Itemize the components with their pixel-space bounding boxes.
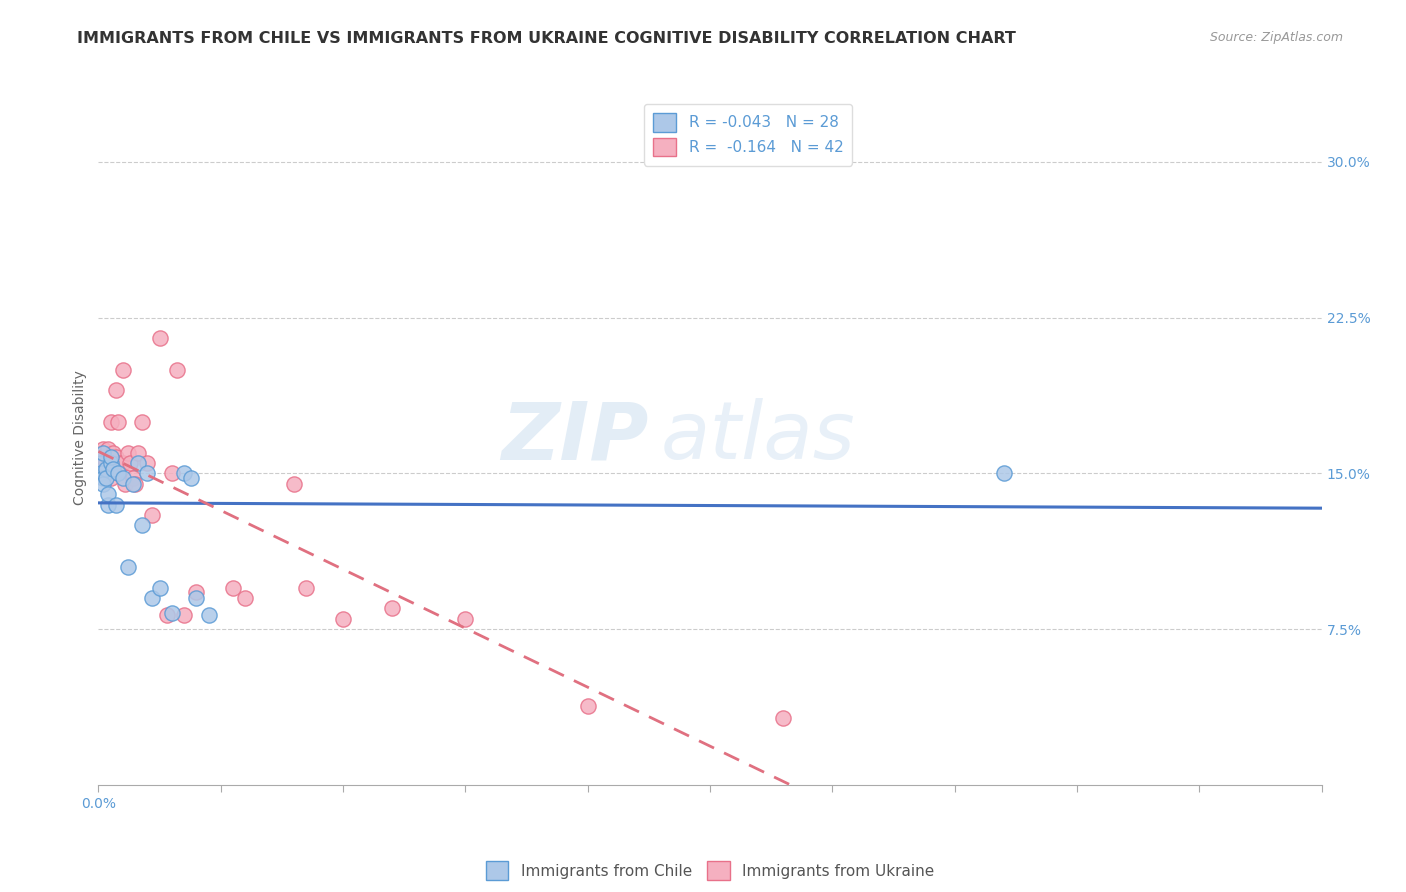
Point — [149, 331, 172, 345]
Point — [100, 470, 122, 484]
Point — [381, 601, 404, 615]
Point — [101, 445, 124, 459]
Point — [101, 462, 124, 476]
Point — [295, 581, 318, 595]
Point — [94, 462, 117, 476]
Point — [121, 476, 143, 491]
Point — [124, 476, 146, 491]
Point — [186, 591, 208, 605]
Text: IMMIGRANTS FROM CHILE VS IMMIGRANTS FROM UKRAINE COGNITIVE DISABILITY CORRELATIO: IMMIGRANTS FROM CHILE VS IMMIGRANTS FROM… — [77, 31, 1017, 46]
Point — [97, 442, 120, 456]
Point — [160, 606, 183, 620]
Point — [100, 450, 122, 464]
Point — [173, 607, 195, 622]
Point — [222, 581, 245, 595]
Point — [104, 498, 127, 512]
Point — [94, 462, 117, 476]
Point — [104, 384, 127, 398]
Point — [100, 415, 122, 429]
Point — [97, 498, 120, 512]
Point — [90, 456, 112, 470]
Point — [131, 518, 153, 533]
Point — [149, 581, 172, 595]
Point — [156, 607, 179, 622]
Point — [101, 456, 124, 470]
Y-axis label: Cognitive Disability: Cognitive Disability — [73, 369, 87, 505]
Point — [131, 415, 153, 429]
Point — [332, 612, 354, 626]
Point — [94, 470, 117, 484]
Point — [90, 467, 112, 481]
Point — [127, 456, 149, 470]
Legend: Immigrants from Chile, Immigrants from Ukraine: Immigrants from Chile, Immigrants from U… — [479, 855, 941, 886]
Point — [233, 591, 256, 605]
Point — [100, 456, 122, 470]
Point — [141, 508, 163, 522]
Point — [114, 476, 136, 491]
Point — [173, 467, 195, 481]
Point — [127, 445, 149, 459]
Point — [91, 445, 114, 459]
Text: Source: ZipAtlas.com: Source: ZipAtlas.com — [1209, 31, 1343, 45]
Point — [141, 591, 163, 605]
Point — [111, 456, 134, 470]
Point — [136, 456, 159, 470]
Point — [107, 467, 129, 481]
Point — [107, 415, 129, 429]
Point — [117, 445, 139, 459]
Point — [993, 467, 1015, 481]
Point — [91, 476, 114, 491]
Text: ZIP: ZIP — [502, 398, 648, 476]
Text: atlas: atlas — [661, 398, 856, 476]
Point — [180, 470, 202, 484]
Point — [120, 456, 142, 470]
Point — [110, 456, 132, 470]
Point — [454, 612, 477, 626]
Point — [91, 470, 114, 484]
Point — [772, 711, 794, 725]
Point — [94, 456, 117, 470]
Point — [160, 467, 183, 481]
Point — [117, 560, 139, 574]
Point — [186, 584, 208, 599]
Point — [104, 450, 127, 464]
Point — [91, 450, 114, 464]
Point — [90, 456, 112, 470]
Point — [107, 467, 129, 481]
Point — [111, 362, 134, 376]
Point — [283, 476, 305, 491]
Point — [166, 362, 188, 376]
Point — [97, 487, 120, 501]
Point — [136, 467, 159, 481]
Point — [111, 470, 134, 484]
Point — [121, 470, 143, 484]
Point — [576, 699, 599, 714]
Point — [90, 445, 112, 459]
Point — [197, 607, 219, 622]
Point — [91, 442, 114, 456]
